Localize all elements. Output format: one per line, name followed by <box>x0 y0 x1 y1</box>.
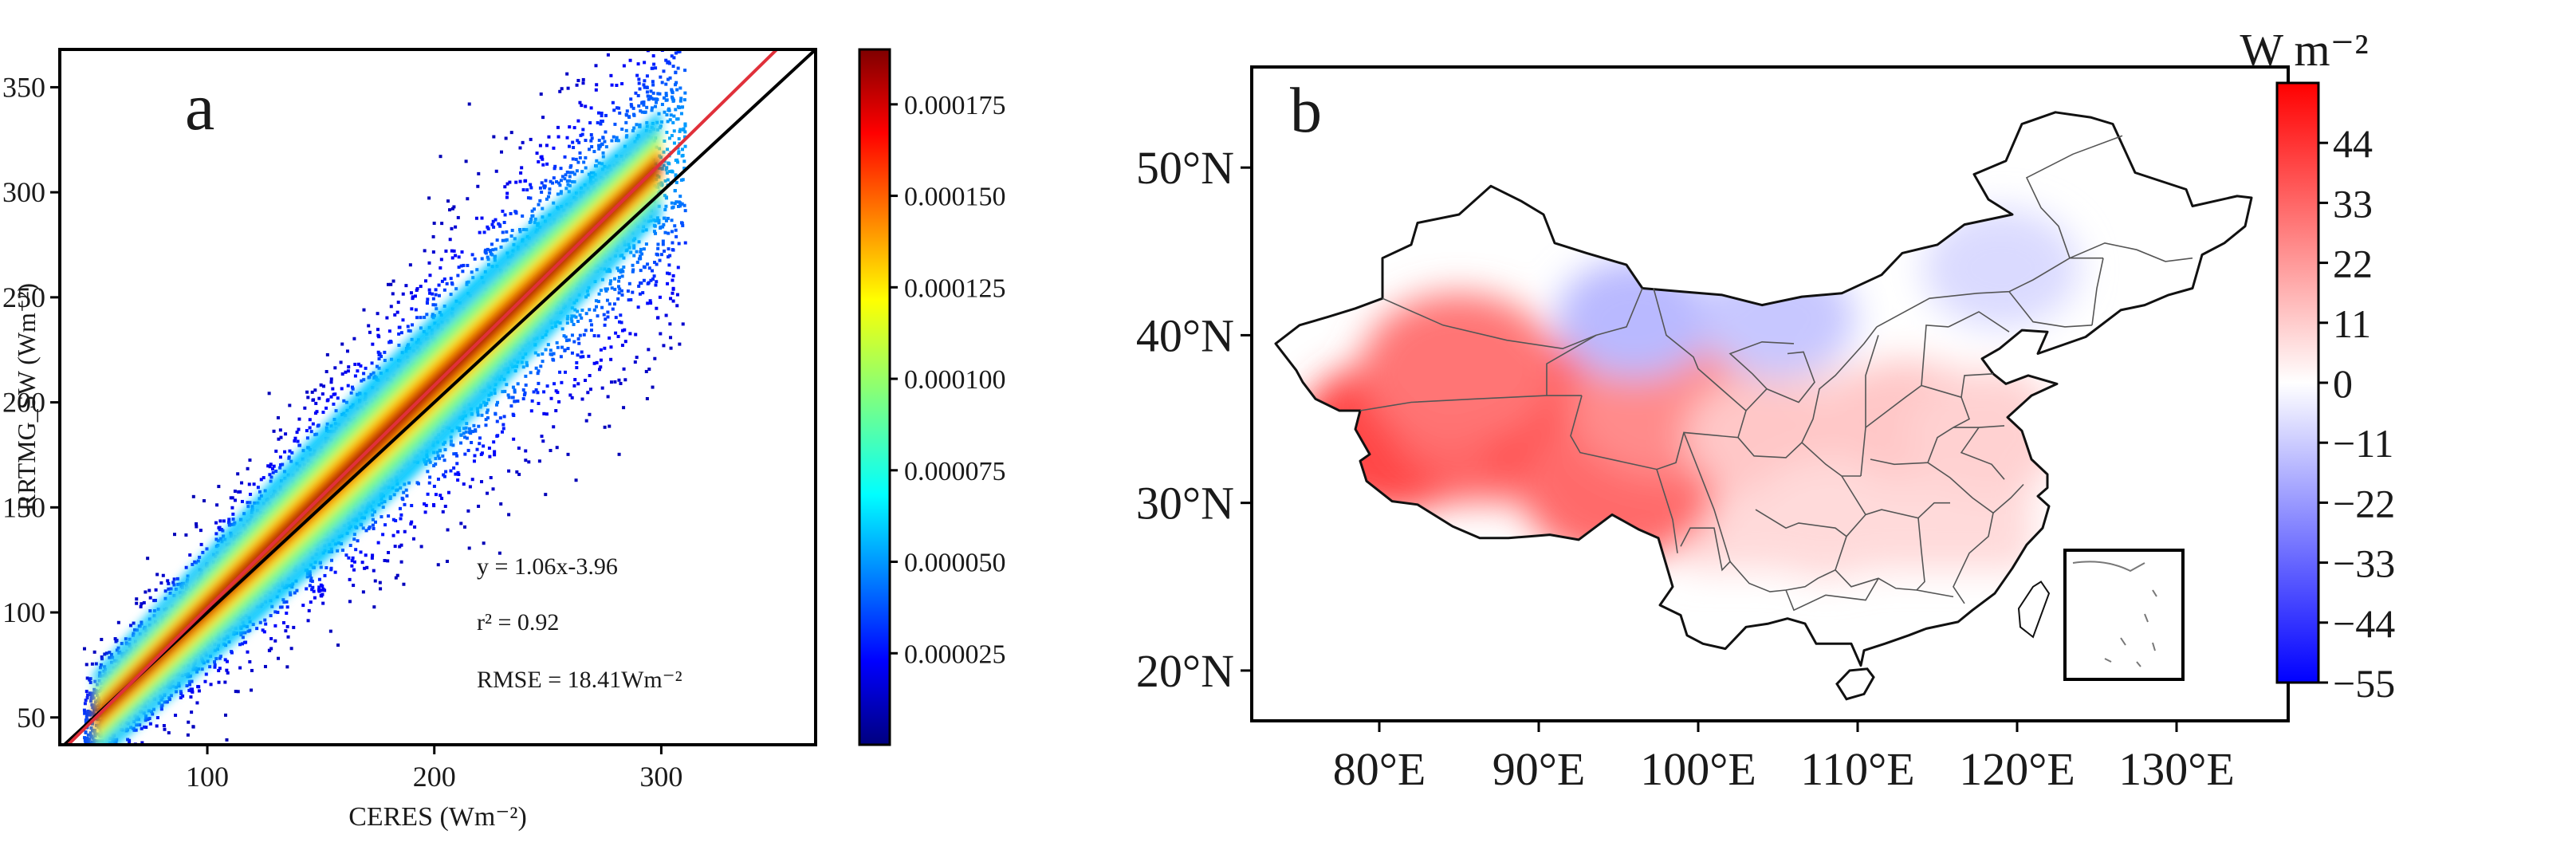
lon-tick-label: 80°E <box>1333 743 1426 795</box>
panel-b: 80°E 90°E 100°E 110°E 120°E 130°E 20°N 30°N 40°… <box>1136 24 2395 795</box>
colorbar-tick-label: 0.000050 <box>904 549 1006 578</box>
y-tick-label: 200 <box>2 387 45 419</box>
colorbar-tick-label: 44 <box>2333 121 2373 166</box>
panel-a: 100 200 300 50 100 150 200 250 300 350 a CERES (… <box>2 48 1006 832</box>
south-china-sea-inset <box>2063 549 2185 681</box>
anomaly-colorbar-ticks: 44 33 22 11 0 −11 −22 −33 −44 −55 <box>2318 121 2395 706</box>
colorbar-tick-label: 0.000175 <box>904 91 1006 120</box>
lon-tick-label: 130°E <box>2118 743 2235 795</box>
anomaly-colorbar <box>2275 81 2320 684</box>
lat-tick-label: 20°N <box>1136 645 1234 697</box>
lon-tick-label: 100°E <box>1640 743 1756 795</box>
colorbar-tick-label: −33 <box>2333 541 2395 586</box>
density-scatter <box>82 49 687 745</box>
anomaly-region <box>1360 293 1558 445</box>
lon-tick-label: 90°E <box>1493 743 1586 795</box>
colorbar-tick-label: 0.000075 <box>904 457 1006 486</box>
density-colorbar-ticks: 0.000025 0.000050 0.000075 0.000100 0.000125… <box>890 91 1006 669</box>
lat-tick-label: 40°N <box>1136 309 1234 361</box>
lat-tick-label: 30°N <box>1136 478 1234 529</box>
panel-a-frame <box>58 48 817 746</box>
colorbar-tick-label: 0.000025 <box>904 640 1006 669</box>
colorbar-tick-label: −44 <box>2333 601 2395 646</box>
colorbar-tick-label: 22 <box>2333 242 2373 286</box>
y-axis-ticks: 50 100 150 200 250 300 350 <box>2 71 60 734</box>
y-tick-label: 250 <box>2 281 45 313</box>
lat-tick-label: 50°N <box>1136 142 1234 194</box>
colorbar-tick-label: 0 <box>2333 361 2353 406</box>
y-axis-title: RRTMG_SW (Wm⁻²) <box>12 283 41 511</box>
x-tick-label: 200 <box>413 761 456 793</box>
x-tick-label: 100 <box>186 761 229 793</box>
y-tick-label: 300 <box>2 176 45 208</box>
regression-line <box>65 49 780 745</box>
x-tick-label: 300 <box>639 761 682 793</box>
x-axis-ticks: 100 200 300 <box>186 745 682 793</box>
panel-a-label: a <box>185 70 214 144</box>
density-colorbar <box>858 48 891 746</box>
colorbar-tick-label: −22 <box>2333 481 2395 525</box>
regression-equation: y = 1.06x-3.96 <box>477 553 618 580</box>
y-tick-label: 100 <box>2 596 45 628</box>
y-tick-label: 50 <box>17 702 45 734</box>
panel-b-label: b <box>1290 76 1322 146</box>
y-tick-label: 150 <box>2 491 45 523</box>
lon-tick-label: 110°E <box>1800 743 1914 795</box>
colorbar-tick-label: 11 <box>2333 301 2371 346</box>
hainan-island <box>1835 667 1875 701</box>
fit-lines <box>61 49 816 745</box>
colorbar-tick-label: −55 <box>2333 661 2395 706</box>
x-axis-title: CERES (Wm⁻²) <box>348 802 527 832</box>
taiwan-island <box>2017 580 2051 639</box>
lon-tick-label: 120°E <box>1959 743 2075 795</box>
colorbar-tick-label: 0.000100 <box>904 365 1006 395</box>
lat-axis: 20°N 30°N 40°N 50°N <box>1136 142 1252 697</box>
colorbar-tick-label: 0.000125 <box>904 274 1006 303</box>
y-tick-label: 350 <box>2 71 45 103</box>
anomaly-region <box>1748 459 1904 580</box>
rmse-label: RMSE = 18.41Wm⁻² <box>477 667 682 693</box>
r-squared-label: r² = 0.92 <box>477 609 559 636</box>
colorbar-tick-label: −11 <box>2333 421 2393 466</box>
colorbar-unit: W m⁻² <box>2240 24 2368 76</box>
anomaly-region <box>1923 208 2079 329</box>
province-boundaries <box>1359 135 2193 612</box>
colorbar-tick-label: 0.000150 <box>904 183 1006 212</box>
lon-axis: 80°E 90°E 100°E 110°E 120°E 130°E <box>1333 721 2235 795</box>
china-boundary <box>1274 111 2253 667</box>
one-to-one-line <box>61 49 816 745</box>
colorbar-tick-label: 33 <box>2333 181 2373 226</box>
